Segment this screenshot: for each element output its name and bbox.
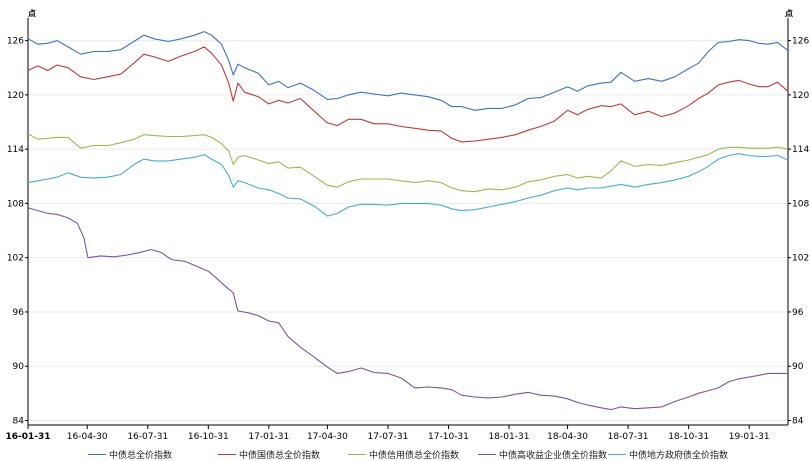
x-tick-label: 18-04-30 [547, 432, 588, 442]
legend-swatch [608, 453, 626, 455]
x-tick-label: 17-07-31 [368, 432, 409, 442]
y-tick-label-left: 84 [13, 416, 25, 426]
series-line-2 [27, 133, 789, 193]
y-tick-label-right: 102 [792, 254, 809, 264]
y-tick-label-right: 108 [792, 199, 809, 209]
chart-legend: 中债总全价指数 中债国债总全价指数 中债信用债总全价指数 中债高收益企业债全价指数 中债… [0, 447, 811, 461]
y-tick-label-right: 114 [792, 145, 809, 155]
x-tick-label: 16-07-31 [127, 432, 168, 442]
legend-label: 中债信用债总全价指数 [369, 450, 460, 461]
y-tick-label-left: 90 [13, 362, 25, 372]
legend-item: 中债高收益企业债全价指数 [478, 447, 607, 461]
legend-item: 中债总全价指数 [88, 447, 172, 461]
y-tick-label-right: 96 [792, 308, 804, 318]
series-line-4 [27, 153, 789, 217]
legend-swatch [88, 453, 106, 455]
series-line-3 [27, 207, 788, 411]
legend-label: 中债总全价指数 [109, 450, 173, 461]
x-tick-label: 16-01-31 [5, 432, 50, 442]
legend-swatch [478, 453, 496, 455]
legend-item: 中债信用债总全价指数 [348, 447, 459, 461]
x-tick-label: 17-04-30 [307, 432, 348, 442]
x-tick-label: 18-10-31 [668, 432, 709, 442]
legend-item: 中债国债总全价指数 [218, 447, 320, 461]
y-tick-label-right: 126 [792, 37, 809, 47]
y-tick-label-right: 90 [792, 362, 804, 372]
x-tick-label: 16-10-31 [188, 432, 229, 442]
y-tick-label-left: 126 [7, 37, 24, 47]
legend-label: 中债高收益企业债全价指数 [499, 450, 608, 461]
x-tick-label: 16-04-30 [67, 432, 108, 442]
legend-item: 中债地方政府债全价指数 [608, 447, 728, 461]
y-tick-label-left: 120 [7, 91, 24, 101]
legend-label: 中债国债总全价指数 [239, 450, 321, 461]
x-tick-label: 18-07-31 [608, 432, 649, 442]
y-tick-label-left: 108 [7, 199, 24, 209]
y-tick-label-left: 114 [7, 145, 24, 155]
legend-swatch [218, 453, 236, 455]
x-tick-label: 17-01-31 [248, 432, 289, 442]
y-tick-label-right: 84 [792, 416, 804, 426]
x-tick-label: 18-01-31 [489, 432, 530, 442]
y-tick-label-left: 96 [13, 308, 25, 318]
legend-label: 中债地方政府债全价指数 [629, 450, 729, 461]
x-tick-label: 19-01-31 [729, 432, 770, 442]
y-axis-unit-left: 点 [28, 9, 36, 18]
series-line-1 [27, 46, 789, 143]
series-line-0 [27, 31, 789, 111]
y-tick-label-left: 102 [7, 254, 24, 264]
y-axis-unit-right: 点 [785, 9, 793, 18]
x-tick-label: 17-10-31 [428, 432, 469, 442]
legend-swatch [348, 453, 366, 455]
y-tick-label-right: 120 [792, 91, 809, 101]
